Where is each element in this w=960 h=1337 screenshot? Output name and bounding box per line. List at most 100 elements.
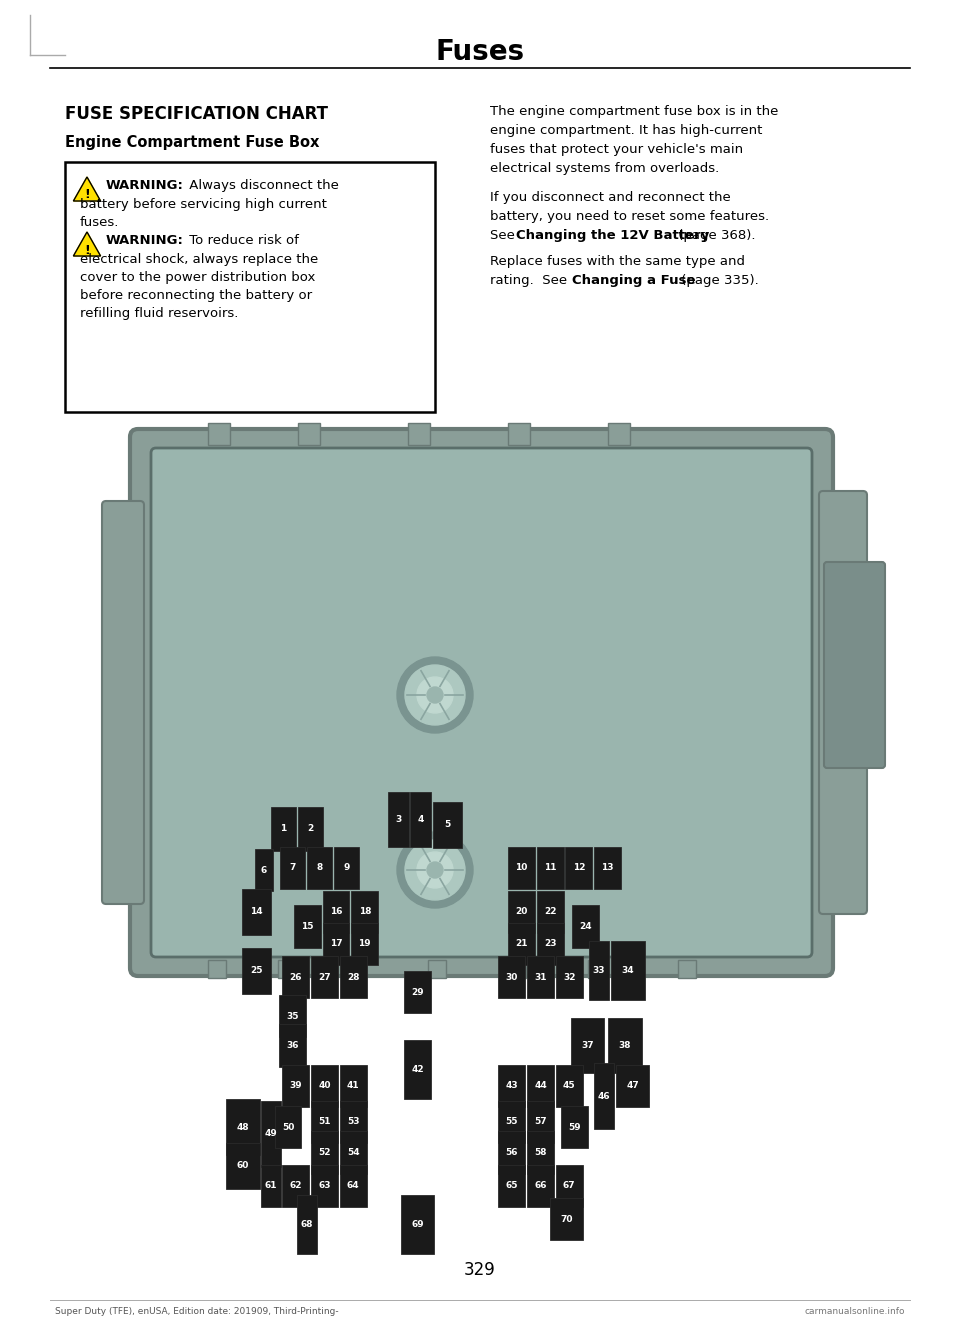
Polygon shape bbox=[73, 233, 101, 255]
Text: 21: 21 bbox=[515, 940, 528, 948]
FancyBboxPatch shape bbox=[561, 1106, 588, 1148]
Text: 50: 50 bbox=[282, 1123, 294, 1131]
FancyBboxPatch shape bbox=[275, 1106, 301, 1148]
Text: 15: 15 bbox=[300, 923, 314, 931]
FancyBboxPatch shape bbox=[226, 1099, 260, 1155]
FancyBboxPatch shape bbox=[527, 1100, 554, 1143]
Text: 68: 68 bbox=[300, 1221, 314, 1229]
Text: 46: 46 bbox=[597, 1092, 611, 1100]
Text: 18: 18 bbox=[358, 908, 372, 916]
FancyBboxPatch shape bbox=[260, 1165, 281, 1207]
FancyBboxPatch shape bbox=[594, 846, 621, 889]
FancyBboxPatch shape bbox=[537, 846, 564, 889]
Text: 55: 55 bbox=[505, 1118, 518, 1126]
FancyBboxPatch shape bbox=[242, 889, 271, 935]
Text: 38: 38 bbox=[618, 1042, 632, 1050]
Text: !: ! bbox=[84, 243, 90, 257]
Text: cover to the power distribution box: cover to the power distribution box bbox=[80, 271, 316, 283]
FancyBboxPatch shape bbox=[527, 1064, 554, 1107]
Text: 45: 45 bbox=[563, 1082, 576, 1090]
Text: 67: 67 bbox=[563, 1182, 576, 1190]
FancyBboxPatch shape bbox=[323, 890, 349, 933]
Text: 20: 20 bbox=[516, 908, 527, 916]
FancyBboxPatch shape bbox=[280, 846, 305, 889]
Text: 58: 58 bbox=[534, 1148, 547, 1157]
Text: 1: 1 bbox=[280, 825, 286, 833]
FancyBboxPatch shape bbox=[593, 1063, 614, 1130]
Text: 47: 47 bbox=[626, 1082, 639, 1090]
FancyBboxPatch shape bbox=[298, 806, 323, 852]
Bar bbox=[65, 162, 435, 412]
FancyBboxPatch shape bbox=[255, 849, 273, 892]
Text: 52: 52 bbox=[318, 1148, 331, 1157]
Text: 28: 28 bbox=[347, 973, 360, 981]
Text: 36: 36 bbox=[286, 1042, 300, 1050]
Text: 7: 7 bbox=[290, 864, 296, 872]
FancyBboxPatch shape bbox=[307, 846, 332, 889]
FancyBboxPatch shape bbox=[498, 1165, 525, 1207]
FancyBboxPatch shape bbox=[294, 905, 321, 948]
Text: 41: 41 bbox=[347, 1082, 360, 1090]
FancyBboxPatch shape bbox=[297, 1195, 318, 1254]
FancyBboxPatch shape bbox=[351, 923, 378, 965]
Circle shape bbox=[405, 664, 465, 725]
Text: 49: 49 bbox=[264, 1130, 277, 1138]
FancyBboxPatch shape bbox=[556, 1165, 583, 1207]
Text: 26: 26 bbox=[289, 973, 302, 981]
FancyBboxPatch shape bbox=[537, 923, 564, 965]
Text: Super Duty (TFE), enUSA, Edition date: 201909, Third-Printing-: Super Duty (TFE), enUSA, Edition date: 2… bbox=[55, 1308, 339, 1316]
FancyBboxPatch shape bbox=[615, 1064, 650, 1107]
Text: 12: 12 bbox=[572, 864, 586, 872]
FancyBboxPatch shape bbox=[311, 1100, 338, 1143]
FancyBboxPatch shape bbox=[611, 941, 645, 1000]
Text: Engine Compartment Fuse Box: Engine Compartment Fuse Box bbox=[65, 135, 320, 150]
Text: 22: 22 bbox=[543, 908, 557, 916]
FancyBboxPatch shape bbox=[340, 1131, 367, 1174]
FancyBboxPatch shape bbox=[588, 941, 610, 1000]
Text: 329: 329 bbox=[464, 1261, 496, 1280]
Text: 13: 13 bbox=[601, 864, 614, 872]
Bar bbox=[678, 960, 696, 977]
Text: 14: 14 bbox=[250, 908, 263, 916]
FancyBboxPatch shape bbox=[556, 1064, 583, 1107]
Text: 35: 35 bbox=[286, 1012, 300, 1020]
Text: before reconnecting the battery or: before reconnecting the battery or bbox=[80, 289, 312, 302]
FancyBboxPatch shape bbox=[271, 806, 296, 852]
Text: 5: 5 bbox=[444, 821, 450, 829]
Text: 17: 17 bbox=[329, 940, 343, 948]
FancyBboxPatch shape bbox=[311, 1165, 338, 1207]
Text: !: ! bbox=[84, 189, 90, 202]
FancyBboxPatch shape bbox=[527, 1165, 554, 1207]
Text: 43: 43 bbox=[505, 1082, 518, 1090]
Bar bbox=[428, 960, 446, 977]
Bar bbox=[298, 422, 320, 445]
Text: electrical shock, always replace the: electrical shock, always replace the bbox=[80, 253, 319, 266]
Text: refilling fluid reservoirs.: refilling fluid reservoirs. bbox=[80, 308, 238, 320]
Text: 6: 6 bbox=[261, 866, 267, 874]
Circle shape bbox=[397, 656, 473, 733]
Bar bbox=[208, 960, 226, 977]
Text: 10: 10 bbox=[516, 864, 527, 872]
Text: Changing a Fuse: Changing a Fuse bbox=[572, 274, 695, 287]
Text: battery before servicing high current: battery before servicing high current bbox=[80, 198, 326, 211]
FancyBboxPatch shape bbox=[527, 956, 554, 999]
FancyBboxPatch shape bbox=[340, 956, 367, 999]
FancyBboxPatch shape bbox=[608, 1017, 642, 1074]
FancyBboxPatch shape bbox=[340, 1100, 367, 1143]
Text: 19: 19 bbox=[358, 940, 372, 948]
Text: (page 335).: (page 335). bbox=[677, 274, 758, 287]
Circle shape bbox=[417, 677, 453, 713]
FancyBboxPatch shape bbox=[323, 923, 349, 965]
FancyBboxPatch shape bbox=[404, 1040, 431, 1099]
Bar bbox=[608, 422, 630, 445]
FancyBboxPatch shape bbox=[311, 1131, 338, 1174]
FancyBboxPatch shape bbox=[508, 923, 535, 965]
Text: 48: 48 bbox=[236, 1123, 250, 1131]
Text: 24: 24 bbox=[579, 923, 592, 931]
Text: 32: 32 bbox=[563, 973, 576, 981]
Text: 62: 62 bbox=[289, 1182, 302, 1190]
Text: 30: 30 bbox=[506, 973, 517, 981]
Text: 11: 11 bbox=[543, 864, 557, 872]
FancyBboxPatch shape bbox=[508, 846, 535, 889]
FancyBboxPatch shape bbox=[311, 956, 338, 999]
